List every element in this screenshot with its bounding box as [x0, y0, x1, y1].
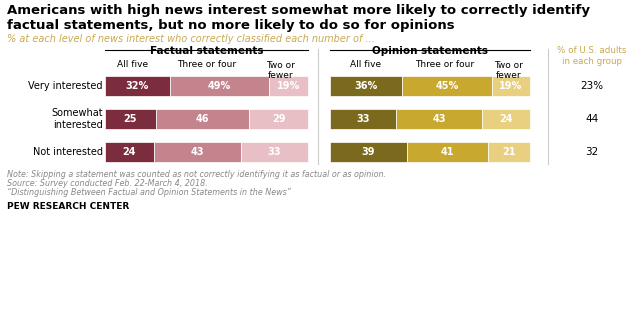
Text: 25: 25	[124, 114, 137, 124]
Text: Very interested: Very interested	[29, 81, 103, 91]
Text: Opinion statements: Opinion statements	[372, 46, 488, 56]
Text: 23%: 23%	[581, 81, 604, 91]
Bar	[105, 76, 170, 96]
Bar	[241, 142, 308, 162]
Bar	[105, 142, 154, 162]
Text: Two or
fewer: Two or fewer	[266, 61, 295, 80]
Bar	[105, 109, 156, 129]
Text: Somewhat
interested: Somewhat interested	[52, 108, 103, 130]
Bar	[396, 109, 482, 129]
Text: Not interested: Not interested	[33, 147, 103, 157]
Text: 19%: 19%	[277, 81, 300, 91]
Bar	[330, 76, 402, 96]
Text: All five: All five	[117, 60, 148, 69]
Bar	[482, 109, 530, 129]
Text: 29: 29	[272, 114, 285, 124]
Bar	[330, 109, 396, 129]
Text: 36%: 36%	[354, 81, 378, 91]
Bar	[249, 109, 308, 129]
Text: 24: 24	[122, 147, 136, 157]
Text: 21: 21	[503, 147, 516, 157]
Text: 33: 33	[268, 147, 281, 157]
Text: Americans with high news interest somewhat more likely to correctly identify
fac: Americans with high news interest somewh…	[7, 4, 590, 32]
Text: Three or four: Three or four	[415, 60, 475, 69]
Text: 43: 43	[433, 114, 446, 124]
Bar	[154, 142, 241, 162]
Text: 32: 32	[586, 147, 598, 157]
Text: PEW RESEARCH CENTER: PEW RESEARCH CENTER	[7, 202, 130, 211]
Text: 41: 41	[441, 147, 454, 157]
Text: Two or
fewer: Two or fewer	[494, 61, 523, 80]
Text: 19%: 19%	[500, 81, 523, 91]
Text: 44: 44	[586, 114, 598, 124]
Text: 32%: 32%	[126, 81, 149, 91]
Text: Factual statements: Factual statements	[150, 46, 263, 56]
Text: % of U.S. adults
in each group: % of U.S. adults in each group	[558, 46, 627, 66]
Bar	[269, 76, 308, 96]
Text: 39: 39	[362, 147, 375, 157]
Bar	[170, 76, 269, 96]
Text: % at each level of news interest who correctly classified each number of ...: % at each level of news interest who cor…	[7, 34, 375, 44]
Text: 24: 24	[500, 114, 513, 124]
Text: 46: 46	[196, 114, 209, 124]
Text: 45%: 45%	[435, 81, 459, 91]
Text: Source: Survey conducted Feb. 22-March 4, 2018.: Source: Survey conducted Feb. 22-March 4…	[7, 179, 208, 188]
Bar	[489, 142, 530, 162]
Bar	[407, 142, 489, 162]
Text: 43: 43	[191, 147, 204, 157]
Bar	[156, 109, 249, 129]
Text: “Distinguishing Between Factual and Opinion Statements in the News”: “Distinguishing Between Factual and Opin…	[7, 188, 291, 197]
Bar	[402, 76, 492, 96]
Text: 33: 33	[356, 114, 370, 124]
Text: Three or four: Three or four	[177, 60, 236, 69]
Text: All five: All five	[350, 60, 382, 69]
Text: 49%: 49%	[208, 81, 232, 91]
Bar	[330, 142, 407, 162]
Text: Note: Skipping a statement was counted as not correctly identifying it as factua: Note: Skipping a statement was counted a…	[7, 170, 386, 179]
Bar	[492, 76, 530, 96]
